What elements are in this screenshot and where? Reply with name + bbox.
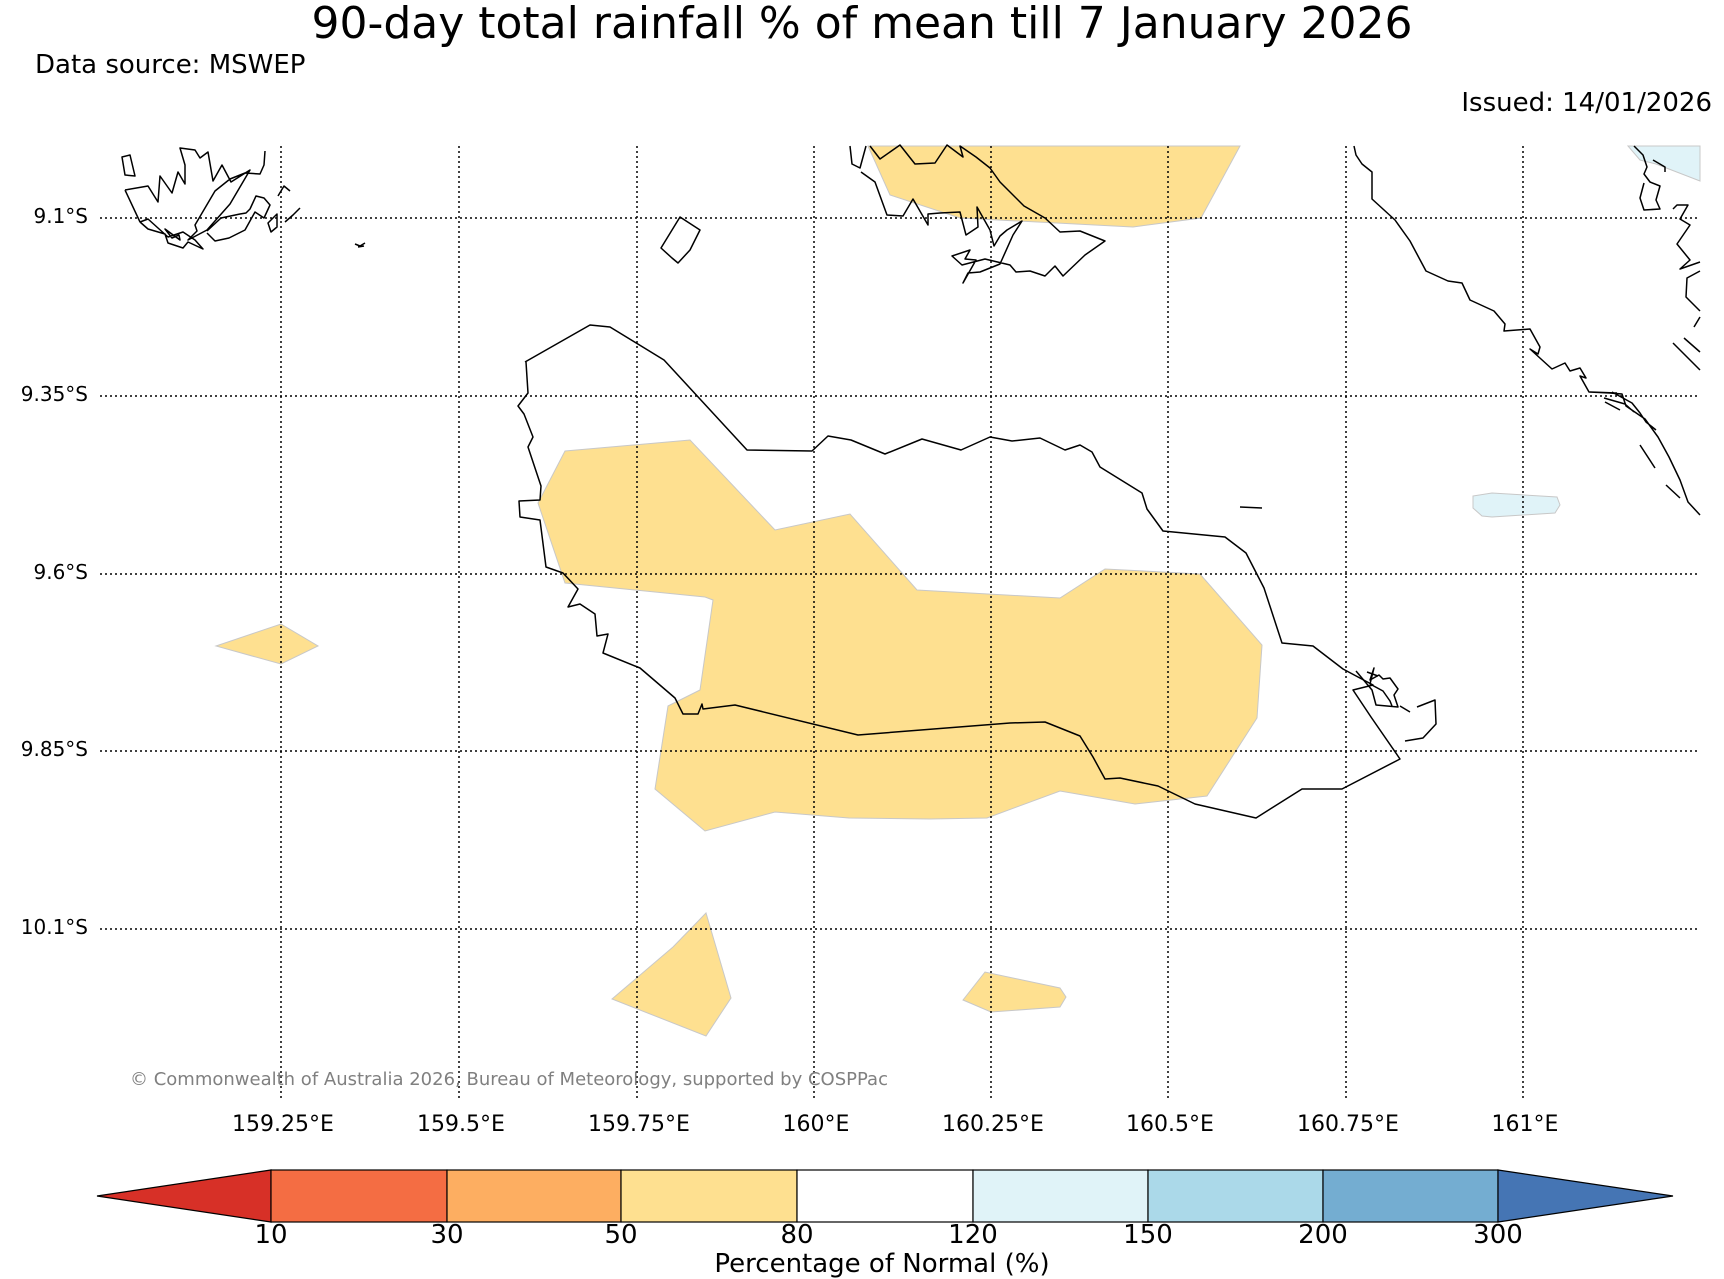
colorbar-segment-below-10	[96, 1169, 272, 1223]
lon-label-160-75: 160.75°E	[1297, 1112, 1399, 1137]
coastline-far-east	[1633, 145, 1701, 371]
rainfall-area-west	[214, 623, 320, 665]
coastline-east-islet	[1239, 506, 1263, 509]
colorbar-tick-150: 150	[1123, 1220, 1173, 1250]
issued-date: Issued: 14/01/2026	[1461, 88, 1712, 118]
copyright-notice: © Commonwealth of Australia 2026, Bureau…	[130, 1069, 888, 1090]
lat-label-9-1: 9.1°S	[33, 204, 88, 228]
rainfall-area-south-2	[962, 971, 1067, 1013]
lat-label-9-85: 9.85°S	[20, 737, 88, 761]
lon-label-160: 160°E	[782, 1112, 850, 1137]
colorbar-tick-200: 200	[1298, 1220, 1348, 1250]
colorbar-segment-80-120	[796, 1169, 974, 1223]
lat-label-9-6: 9.6°S	[33, 560, 88, 584]
coastlines	[121, 144, 1701, 819]
rainfall-area-north	[867, 145, 1241, 228]
lat-label-10-1: 10.1°S	[20, 915, 88, 939]
lon-label-161: 161°E	[1491, 1112, 1559, 1137]
coastline-southeast-islands	[1366, 671, 1437, 742]
coastline-southeast-tip	[1355, 667, 1399, 708]
colorbar-segment-150-200	[1147, 1169, 1324, 1223]
coastline-small-island-north	[660, 216, 701, 264]
colorbar-segment-120-150	[972, 1169, 1149, 1223]
colorbar-tick-30: 30	[430, 1220, 464, 1250]
colorbar-segment-10-30	[270, 1169, 448, 1223]
rainfall-area-south-1	[611, 912, 732, 1037]
lon-label-159-75: 159.75°E	[588, 1112, 690, 1137]
colorbar-tick-50: 50	[604, 1220, 638, 1250]
colorbar-tick-120: 120	[948, 1220, 998, 1250]
coastline-main-island	[517, 324, 1401, 819]
colorbar-tick-80: 80	[780, 1220, 814, 1250]
coastline-east	[1353, 145, 1701, 516]
coastline-northwest-islands	[121, 147, 366, 250]
rainfall-band-50-80-areas	[214, 145, 1263, 1037]
colorbar-tick-10: 10	[254, 1220, 288, 1250]
colorbar-segment-50-80	[620, 1169, 798, 1223]
rainfall-area-northeast-corner	[1626, 145, 1701, 182]
colorbar-title: Percentage of Normal (%)	[714, 1249, 1050, 1279]
rainfall-band-120-150-areas	[1472, 145, 1701, 518]
rainfall-area-east-island	[1472, 492, 1561, 518]
map-title: 90-day total rainfall % of mean till 7 J…	[311, 0, 1413, 49]
lon-label-160-5: 160.5°E	[1126, 1112, 1214, 1137]
data-source: Data source: MSWEP	[35, 50, 306, 80]
colorbar-segment-30-50	[446, 1169, 622, 1223]
graticule	[100, 146, 1700, 1100]
colorbar-segment-200-300	[1322, 1169, 1499, 1223]
lat-label-9-35: 9.35°S	[20, 382, 88, 406]
colorbar-segment-above-300	[1497, 1169, 1674, 1223]
colorbar	[96, 1169, 1674, 1223]
colorbar-tick-300: 300	[1473, 1220, 1523, 1250]
lon-label-159-25: 159.25°E	[232, 1112, 334, 1137]
rainfall-area-main	[537, 439, 1263, 832]
lon-label-159-5: 159.5°E	[417, 1112, 505, 1137]
coastline-north-island	[849, 144, 1106, 284]
lon-label-160-25: 160.25°E	[942, 1112, 1044, 1137]
